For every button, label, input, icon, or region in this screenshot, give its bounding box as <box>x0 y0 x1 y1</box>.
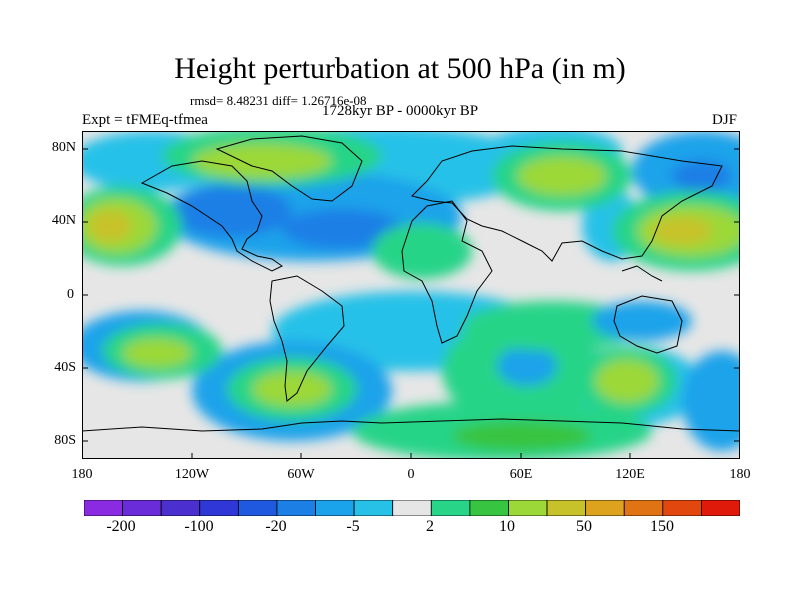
coastline-north-america <box>140 160 283 272</box>
coastlines <box>82 135 740 432</box>
lat-tick-label: 40N <box>51 213 76 228</box>
field-blob-neg <box>592 301 692 341</box>
lon-tick-label: 0 <box>407 467 415 482</box>
tick-marks <box>82 148 740 459</box>
season-label: DJF <box>712 112 738 128</box>
field-blob-neg <box>172 185 292 237</box>
field-blob-neg <box>497 346 557 386</box>
field-layer <box>82 131 740 459</box>
field-blob-pos <box>652 217 712 245</box>
field-blob-neg <box>672 160 732 192</box>
colorbar-swatch <box>237 500 278 516</box>
coastline-australia <box>613 295 683 354</box>
field-blob-pos <box>88 210 132 242</box>
experiment-label: Expt = tFMEq-tfmea <box>82 112 208 128</box>
coastline-greenland-arctic <box>215 135 363 202</box>
colorbar-swatch <box>199 500 239 516</box>
colorbar-swatch <box>276 500 316 516</box>
colorbar-swatch <box>546 500 587 516</box>
lon-tick-label: 60E <box>509 467 533 482</box>
field-blob-pos <box>517 156 607 196</box>
coastline-antarctica <box>82 418 740 432</box>
coastline-eurasia <box>411 145 723 262</box>
colorbar-swatch <box>122 500 162 516</box>
lon-tick-label: 60W <box>287 467 315 482</box>
field-blob-pos <box>192 143 332 179</box>
coastline-south-america <box>269 275 345 402</box>
field-blob-pos <box>452 421 592 451</box>
lon-tick-label: 120E <box>615 467 645 482</box>
colorbar-label: 10 <box>499 518 515 535</box>
lat-tick-label: 40S <box>54 360 76 375</box>
lon-tick-label: 180 <box>729 467 751 482</box>
colorbar-swatch <box>623 500 664 516</box>
field-blob-neg <box>282 209 402 249</box>
colorbar-label: -200 <box>106 518 136 535</box>
field-blob-neg <box>682 351 740 451</box>
colorbar-swatch <box>160 500 201 516</box>
map-panel <box>82 131 740 459</box>
colorbar-swatch <box>585 500 625 516</box>
field-blob-pos <box>372 223 472 279</box>
period-label: 1728kyr BP - 0000kyr BP <box>322 103 479 119</box>
colorbar-swatch <box>469 500 509 516</box>
colorbar-label: 150 <box>650 518 674 535</box>
lat-tick-label: 0 <box>67 287 74 302</box>
lon-tick-label: 120W <box>174 467 210 482</box>
colorbar-label: -100 <box>184 518 214 535</box>
field-blob-pos <box>122 338 192 368</box>
colorbar-swatch <box>508 500 548 516</box>
lat-tick-label: 80S <box>54 433 76 448</box>
colorbar <box>84 500 740 516</box>
colorbar-swatch <box>315 500 355 516</box>
colorbar-swatch <box>701 500 740 516</box>
colorbar-label: 2 <box>426 518 434 535</box>
stats-line: rmsd= 8.48231 diff= 1.26716e-08 <box>190 93 367 108</box>
lon-tick-label: 180 <box>71 467 93 482</box>
lat-tick-label: 80N <box>51 140 76 155</box>
colorbar-swatch <box>430 500 471 516</box>
colorbar-label: -5 <box>346 518 360 535</box>
colorbar-swatch <box>353 500 394 516</box>
plot-title: Height perturbation at 500 hPa (in m) <box>174 52 626 85</box>
colorbar-label: 50 <box>576 518 592 535</box>
colorbar-swatch <box>662 500 702 516</box>
coastline-indonesia <box>621 265 663 282</box>
field-blob-pos <box>252 371 332 407</box>
colorbar-label: -20 <box>265 518 287 535</box>
colorbar-swatch <box>392 500 432 516</box>
field-blob-pos <box>595 359 659 403</box>
colorbar-swatch <box>84 500 123 516</box>
